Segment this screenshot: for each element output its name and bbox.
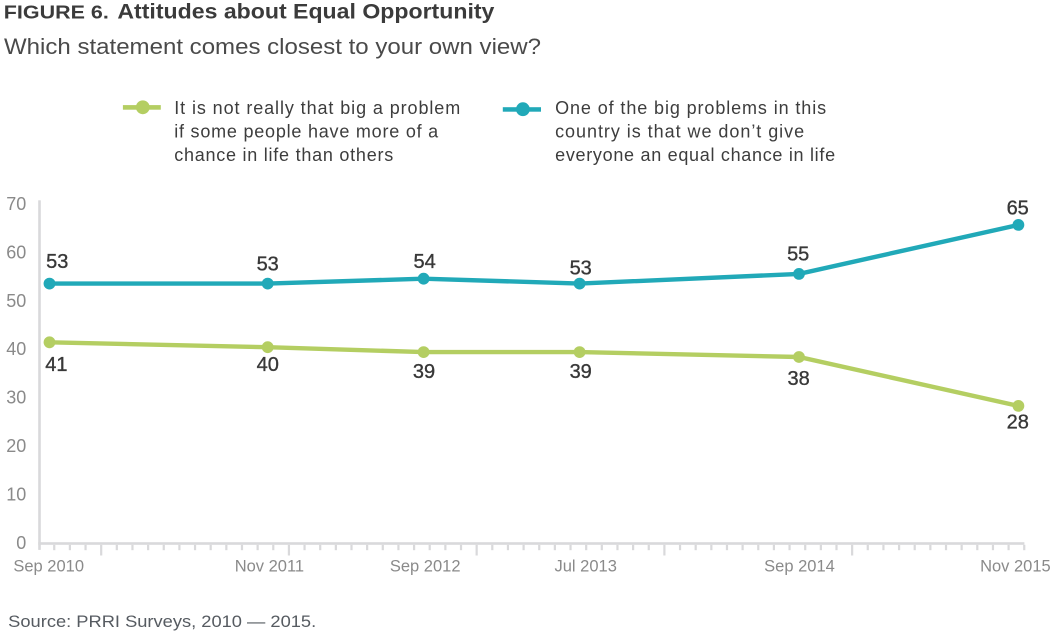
svg-text:0: 0 [16,533,26,553]
svg-text:FIGURE 6.: FIGURE 6. [4,3,109,23]
svg-text:Nov 2015: Nov 2015 [980,558,1051,576]
svg-text:40: 40 [6,339,26,359]
svg-text:39: 39 [413,361,435,383]
svg-text:20: 20 [6,436,26,456]
svg-text:Nov 2011: Nov 2011 [235,558,304,576]
svg-text:Jul 2013: Jul 2013 [555,558,617,576]
svg-text:40: 40 [257,354,279,376]
svg-text:Source: PRRI Surveys, 2010 — 2: Source: PRRI Surveys, 2010 — 2015. [8,612,316,631]
svg-text:everyone an equal chance in li: everyone an equal chance in life [555,145,835,165]
svg-text:50: 50 [6,291,26,311]
svg-text:53: 53 [46,251,68,273]
svg-text:53: 53 [257,254,279,276]
svg-text:28: 28 [1007,412,1029,434]
svg-text:Sep 2010: Sep 2010 [13,558,84,576]
svg-text:53: 53 [570,258,592,280]
svg-text:60: 60 [6,242,26,262]
svg-text:10: 10 [6,485,26,505]
svg-text:54: 54 [413,251,435,273]
svg-text:41: 41 [45,354,67,376]
svg-text:55: 55 [787,244,809,266]
svg-text:country is that we don’t give: country is that we don’t give [555,122,804,142]
svg-text:38: 38 [787,368,809,390]
svg-text:One of the big problems in thi: One of the big problems in this [555,98,826,118]
svg-text:39: 39 [570,361,592,383]
svg-text:65: 65 [1007,198,1029,220]
svg-text:chance in life than others: chance in life than others [174,145,393,165]
svg-text:30: 30 [6,388,26,408]
svg-text:70: 70 [6,194,26,214]
svg-text:Which statement comes closest: Which statement comes closest to your ow… [4,34,541,59]
svg-text:if some people have more of a: if some people have more of a [174,122,439,142]
svg-text:It is not really that big a pr: It is not really that big a problem [174,98,460,118]
svg-text:Attitudes about Equal Opportun: Attitudes about Equal Opportunity [117,1,494,24]
svg-text:Sep 2012: Sep 2012 [390,558,461,576]
svg-text:Sep 2014: Sep 2014 [764,558,835,576]
